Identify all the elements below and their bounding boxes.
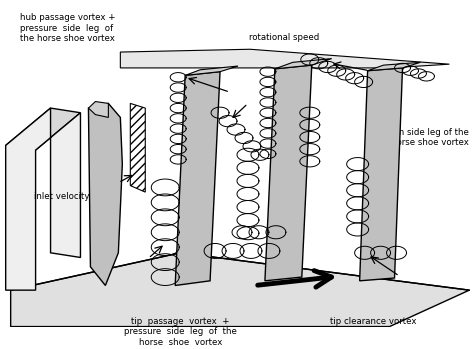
Polygon shape: [11, 253, 469, 327]
Text: hub passage vortex +
pressure  side  leg  of
the horse shoe vortex: hub passage vortex + pressure side leg o…: [19, 13, 115, 43]
Text: inlet velocity profile: inlet velocity profile: [34, 192, 119, 201]
Polygon shape: [89, 103, 122, 285]
Polygon shape: [175, 72, 220, 285]
Polygon shape: [120, 49, 449, 68]
Polygon shape: [275, 59, 332, 69]
Text: rotational speed: rotational speed: [249, 33, 319, 42]
Text: tip clearance vortex: tip clearance vortex: [330, 317, 417, 326]
Polygon shape: [185, 66, 238, 75]
Polygon shape: [6, 108, 81, 150]
Polygon shape: [130, 103, 145, 192]
Polygon shape: [360, 68, 402, 281]
Polygon shape: [265, 65, 312, 281]
Polygon shape: [89, 102, 109, 117]
Polygon shape: [368, 62, 420, 71]
Text: tip  passage  vortex  +
pressure  side  leg  of  the
horse  shoe  vortex: tip passage vortex + pressure side leg o…: [124, 317, 237, 347]
Text: suction side leg of the
horse shoe vortex: suction side leg of the horse shoe vorte…: [373, 128, 469, 147]
Polygon shape: [6, 108, 81, 290]
